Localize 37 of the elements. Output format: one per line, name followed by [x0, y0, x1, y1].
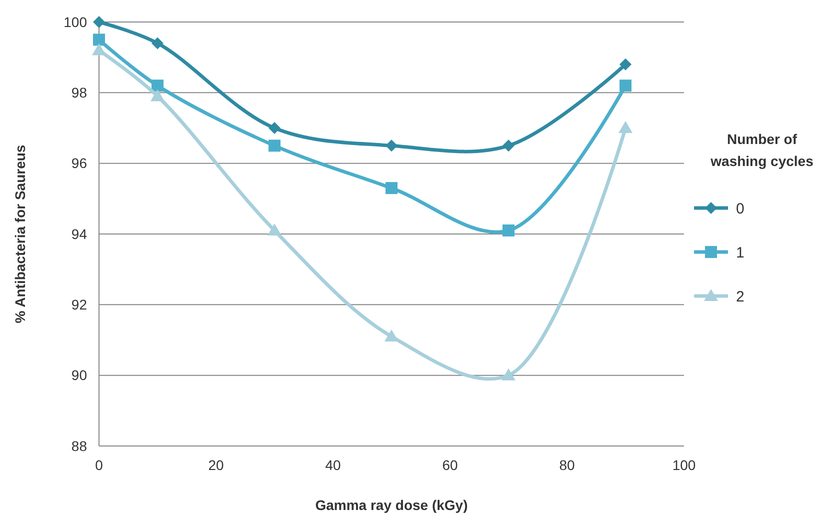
y-tick-label: 100	[64, 14, 88, 30]
y-tick-label: 90	[71, 367, 88, 384]
point	[93, 16, 105, 28]
point	[92, 43, 106, 56]
x-tick-label: 100	[672, 457, 696, 473]
point	[620, 80, 632, 92]
point	[386, 182, 398, 194]
point	[502, 368, 516, 380]
point	[386, 140, 398, 152]
legend-title: Number of washing cycles	[710, 131, 814, 169]
point	[268, 122, 280, 134]
point	[268, 140, 280, 152]
x-tick-label: 80	[559, 457, 575, 473]
x-tick-label: 0	[95, 457, 104, 473]
legend-label: 2	[736, 288, 744, 306]
point	[502, 140, 514, 152]
y-axis-title: % Antibacteria for Saureus	[12, 144, 28, 324]
x-axis-title: Gamma ray dose (kGy)	[315, 497, 468, 513]
point	[384, 329, 398, 342]
point	[618, 121, 632, 133]
point	[620, 58, 632, 70]
y-tick-label: 96	[71, 155, 88, 172]
x-tick-label: 40	[325, 457, 341, 473]
x-tick-label: 20	[208, 457, 224, 473]
legend-label: 0	[736, 200, 744, 218]
y-tick-label: 92	[71, 296, 88, 313]
legend-label: 1	[736, 244, 744, 262]
point	[152, 80, 164, 92]
point	[268, 223, 282, 236]
x-tick-label: 60	[442, 457, 458, 473]
point	[93, 34, 105, 46]
y-tick-label: 94	[71, 226, 88, 242]
point	[150, 89, 164, 102]
point	[152, 37, 164, 50]
y-tick-label: 98	[71, 84, 88, 101]
y-tick-label: 88	[71, 438, 88, 454]
point	[502, 224, 514, 236]
